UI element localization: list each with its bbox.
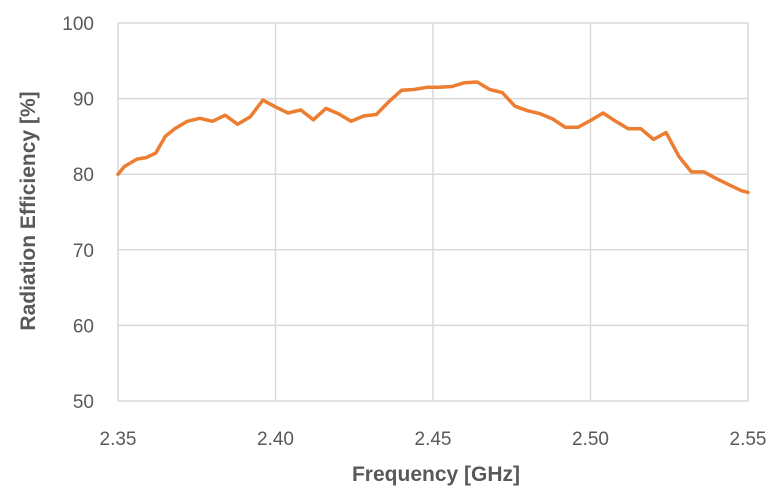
x-tick-label: 2.35 — [100, 429, 137, 450]
tick-labels: 50 60 70 80 90 100 2.35 2.40 2.45 2.50 2.55 — [62, 14, 766, 450]
y-tick-label: 80 — [73, 165, 94, 186]
y-tick-label: 60 — [73, 316, 94, 337]
x-tick-label: 2.55 — [730, 429, 767, 450]
x-tick-label: 2.50 — [572, 429, 609, 450]
x-tick-label: 2.40 — [257, 429, 294, 450]
y-tick-label: 70 — [73, 241, 94, 262]
y-tick-label: 50 — [73, 392, 94, 413]
y-tick-label: 90 — [73, 90, 94, 111]
x-axis-title: Frequency [GHz] — [352, 463, 520, 486]
y-tick-label: 100 — [62, 14, 94, 35]
y-axis-title: Radiation Efficiency [%] — [17, 91, 40, 330]
series-layer — [116, 80, 750, 195]
x-tick-label: 2.45 — [415, 429, 452, 450]
series-line — [116, 80, 750, 195]
gridlines — [117, 22, 749, 402]
